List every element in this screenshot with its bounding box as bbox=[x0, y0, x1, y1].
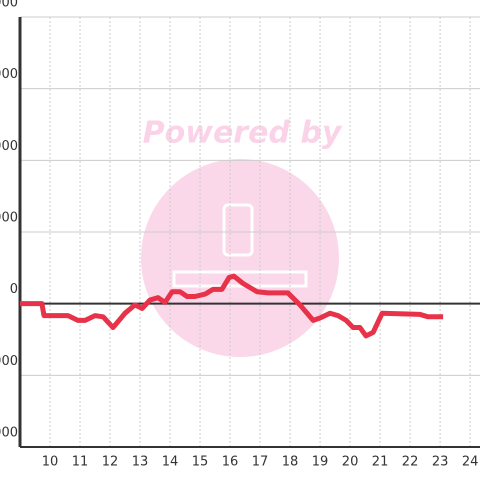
x-tick-label: 20 bbox=[342, 455, 359, 470]
x-tick-label: 14 bbox=[162, 455, 179, 470]
x-tick-label: 10 bbox=[42, 455, 59, 470]
x-tick-label: 23 bbox=[432, 455, 449, 470]
y-tick-label: 3,000 bbox=[0, 211, 18, 226]
y-tick-label: 0 bbox=[10, 282, 18, 297]
y-tick-label: 9,000 bbox=[0, 67, 18, 82]
x-tick-label: 24 bbox=[462, 455, 479, 470]
x-tick-label: 22 bbox=[402, 455, 419, 470]
line-series bbox=[20, 273, 444, 339]
x-tick-label: 17 bbox=[252, 455, 269, 470]
x-tick-label: 11 bbox=[72, 455, 89, 470]
x-tick-label: 13 bbox=[132, 455, 149, 470]
x-tick-label: 21 bbox=[372, 455, 389, 470]
x-tick-label: 19 bbox=[312, 455, 329, 470]
x-tick-label: 16 bbox=[222, 455, 239, 470]
y-tick-label: -3,000 bbox=[0, 354, 18, 369]
x-tick-label: 15 bbox=[192, 455, 209, 470]
x-tick-label: 18 bbox=[282, 455, 299, 470]
y-tick-label: 12,000 bbox=[0, 0, 18, 11]
watermark-text: Powered by bbox=[143, 116, 343, 151]
x-tick-label: 12 bbox=[102, 455, 119, 470]
watermark-logo bbox=[141, 159, 339, 357]
y-tick-label: -6,000 bbox=[0, 426, 18, 441]
y-tick-label: 6,000 bbox=[0, 139, 18, 154]
